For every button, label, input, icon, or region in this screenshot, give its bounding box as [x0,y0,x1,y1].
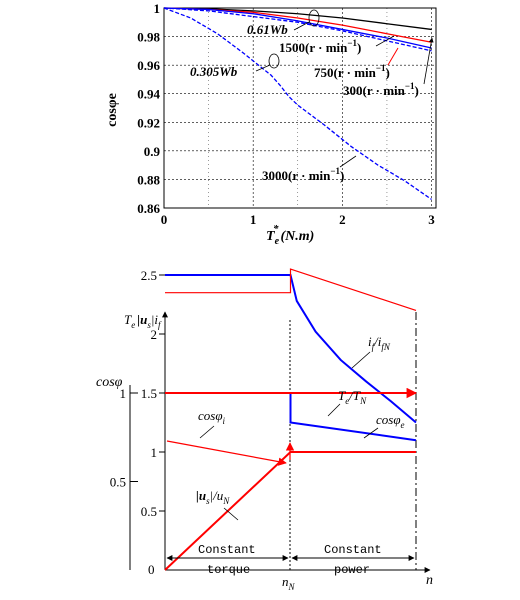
leader-061 [293,21,310,31]
flux-circle-0305 [268,53,280,69]
leader-us [223,507,239,521]
annotation-750: 750(r · min−1) [314,63,390,80]
label-Te-TN: Te/TN [338,388,367,406]
top-tick-labels: 0 1 2 3 1 0.98 0.96 0.94 0.92 0.9 0.88 0.86 [137,1,435,227]
annotation-061wb: 0.61Wb [247,22,288,37]
leader-750 [387,47,399,66]
region1-label-line1: Constant [198,543,256,557]
top-x-axis-label: Te* (N.m) [266,223,314,247]
top-y-tick-label: 0.88 [137,172,160,187]
annotation-0305wb: 0.305Wb [190,64,238,79]
bottom-chart: Te |us|if cosφ 0.5 1 1.5 2 2.5 1 0.5 0 nN n Con… [96,268,433,592]
y-tick-label: 0.5 [141,504,157,519]
annotation-1500: 1500(r · min−1) [279,38,361,55]
region2-label-line2: power [334,563,370,577]
y-tick-label: 1 [151,445,158,460]
top-plot-frame [163,7,437,209]
series-line [163,7,432,200]
annotation-3000: 3000(r · min−1) [262,166,344,183]
top-x-tick-label: 3 [428,212,435,227]
y-tick-label: 2.5 [141,268,157,283]
region2-label-line1: Constant [324,543,382,557]
series-line [165,274,417,424]
top-chart: 0 1 2 3 1 0.98 0.96 0.94 0.92 0.9 0.88 0.86 cosφe T… [105,1,437,247]
leader-cosi [199,425,215,439]
label-cos-e: cosφe [376,412,405,430]
top-series-group [163,7,432,200]
y-tick-label: 1.5 [141,386,157,401]
leader-cose [363,427,379,439]
y-tick-label: 2 [151,327,158,342]
bottom-series-group [164,268,418,571]
top-annotations: 0.61Wb 1500(r · min−1) 0.305Wb 750(r · m… [190,9,434,183]
top-x-tick-label: 2 [339,212,346,227]
label-cos-i: cosφi [198,408,226,426]
top-x-tick-label: 0 [161,212,168,227]
top-x-tick-label: 1 [250,212,257,227]
label-us-uN: |us|/uN [196,488,230,506]
leader-if [351,351,371,369]
top-y-tick-label: 0.9 [144,144,161,159]
leader-300 [423,37,434,85]
x-tick-zero: 0 [148,562,155,577]
series-line [163,7,432,52]
top-y-tick-label: 0.94 [137,87,160,102]
top-y-tick-label: 1 [154,1,161,16]
red-slope-arrow [166,440,287,466]
x-axis-label-n: n [426,573,433,588]
bottom-y-axis-label: Te |us|if [124,312,162,330]
region1-label-line2: torque [207,563,250,577]
leader-3000 [339,155,357,168]
cos-axis-label: cosφ [96,375,123,390]
top-grid [164,8,436,208]
leader-Te [327,403,341,417]
cos-tick-label: 1 [120,386,127,401]
top-y-tick-label: 0.96 [137,58,160,73]
series-line [163,7,432,31]
cos-tick-label: 0.5 [110,475,126,490]
flux-circle-061 [308,9,320,27]
series-line [163,7,432,49]
series-line [165,268,417,311]
label-if-ifN: if/ifN [368,334,391,352]
top-y-tick-label: 0.98 [137,30,160,45]
leader-0305 [255,64,271,72]
x-tick-nN: nN [282,574,296,592]
leader-1500 [375,35,395,47]
top-y-tick-label: 0.92 [137,115,160,130]
top-y-axis-label: cosφe [105,93,120,127]
bottom-tick-labels: 0.5 1 1.5 2 2.5 1 0.5 [110,268,165,519]
top-y-tick-label: 0.86 [137,201,160,216]
annotation-300: 300(r · min−1) [343,81,419,98]
